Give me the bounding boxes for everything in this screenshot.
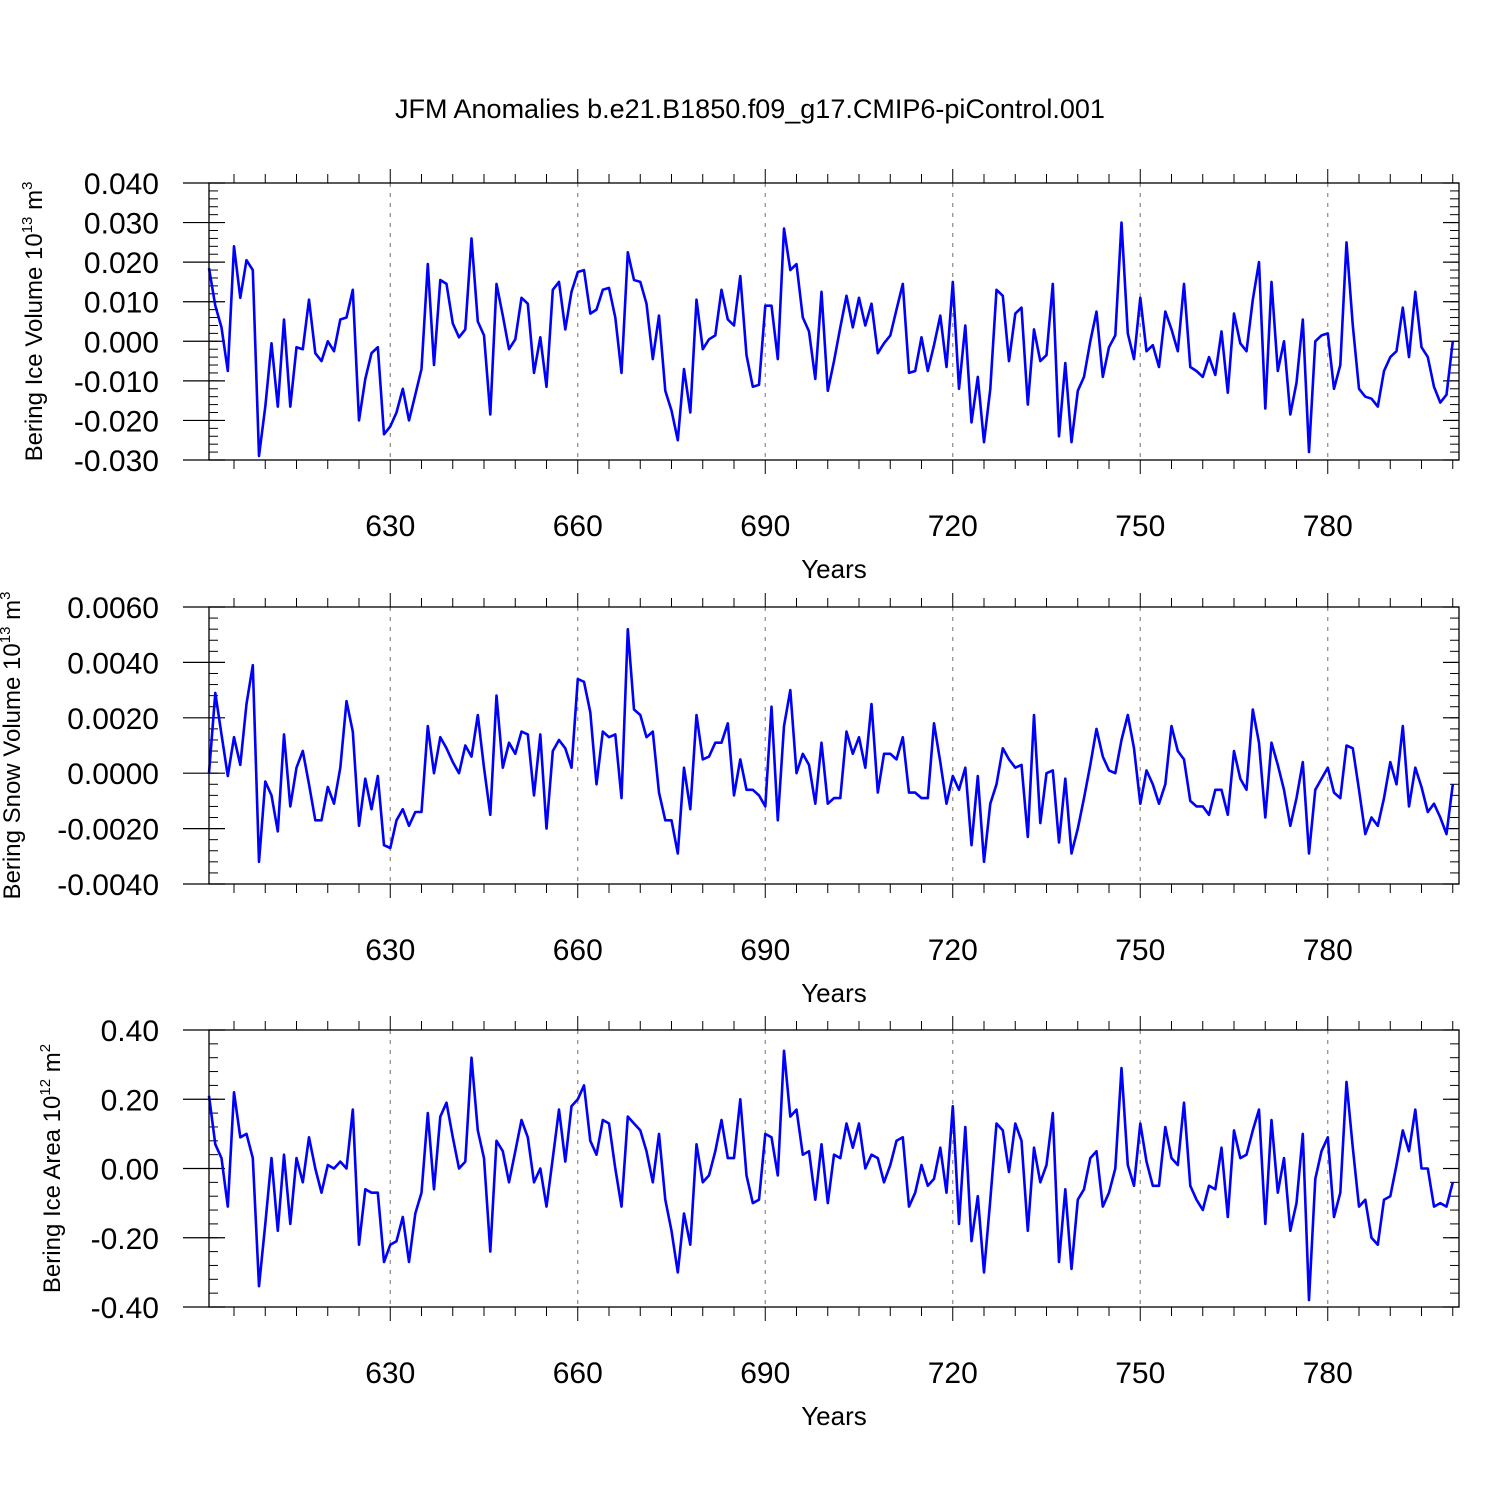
x-tick-label: 780 (1303, 1357, 1353, 1390)
x-tick-label: 660 (553, 510, 603, 543)
x-tick-label: 660 (553, 1357, 603, 1390)
y-tick-label: -0.030 (74, 445, 159, 478)
x-tick-label: 720 (928, 510, 978, 543)
x-tick-label: 660 (553, 934, 603, 967)
y-tick-label: 0.0020 (67, 703, 159, 736)
y-axis-title: Bering Ice Area 1012 m2 (37, 1044, 66, 1293)
y-tick-label: 0.40 (101, 1015, 159, 1048)
panel-1: -0.030 -0.020 -0.010 0.000 0.010 0.020 0.030 0.… (19, 168, 1460, 584)
y-axis-title: Bering Snow Volume 1013 m3 (0, 592, 26, 900)
y-tick-label: -0.40 (91, 1292, 159, 1325)
series-line (207, 1049, 1455, 1302)
x-tick-label: 750 (1115, 1357, 1165, 1390)
x-tick-label: 630 (365, 1357, 415, 1390)
y-tick-label: 0.0060 (67, 592, 159, 625)
x-tick-label: 690 (740, 510, 790, 543)
plot-frame (208, 182, 1460, 461)
panel-2: -0.0040 -0.0020 0.0000 0.0020 0.0040 0.0060 63… (0, 592, 1460, 1008)
panel-3: -0.40 -0.20 0.00 0.20 0.40 630 660 690 720 750 780… (37, 1015, 1460, 1431)
y-tick-label: 0.040 (84, 168, 159, 201)
x-tick-label: 630 (365, 510, 415, 543)
plot-frame (208, 1029, 1460, 1308)
x-axis-title: Years (801, 1401, 867, 1431)
x-tick-label: 720 (928, 1357, 978, 1390)
x-tick-label: 630 (365, 934, 415, 967)
x-axis-title: Years (801, 978, 867, 1008)
x-tick-label: 780 (1303, 934, 1353, 967)
y-axis-title: Bering Ice Volume 1013 m3 (19, 182, 48, 462)
x-tick-label: 690 (740, 934, 790, 967)
y-tick-label: -0.010 (74, 366, 159, 399)
chart-title: JFM Anomalies b.e21.B1850.f09_g17.CMIP6-… (395, 94, 1105, 124)
x-axis-title: Years (801, 554, 867, 584)
plot-frame (208, 606, 1460, 885)
y-tick-label: 0.00 (101, 1154, 159, 1187)
x-tick-label: 750 (1115, 510, 1165, 543)
x-tick-label: 690 (740, 1357, 790, 1390)
panels: -0.030 -0.020 -0.010 0.000 0.010 0.020 0.030 0.… (0, 168, 1460, 1431)
x-tick-label: 780 (1303, 510, 1353, 543)
y-tick-label: 0.20 (101, 1084, 159, 1117)
y-tick-label: -0.20 (91, 1223, 159, 1256)
y-tick-label: 0.0000 (67, 758, 159, 791)
y-tick-label: 0.0040 (67, 647, 159, 680)
y-tick-label: 0.020 (84, 247, 159, 280)
series-line (207, 627, 1455, 864)
y-tick-label: -0.0040 (57, 869, 159, 902)
y-tick-label: 0.010 (84, 287, 159, 320)
y-tick-label: 0.000 (84, 326, 159, 359)
series-line (207, 221, 1455, 458)
y-tick-label: -0.020 (74, 405, 159, 438)
x-tick-label: 720 (928, 934, 978, 967)
x-tick-label: 750 (1115, 934, 1165, 967)
y-tick-label: -0.0020 (57, 814, 159, 847)
y-tick-label: 0.030 (84, 208, 159, 241)
